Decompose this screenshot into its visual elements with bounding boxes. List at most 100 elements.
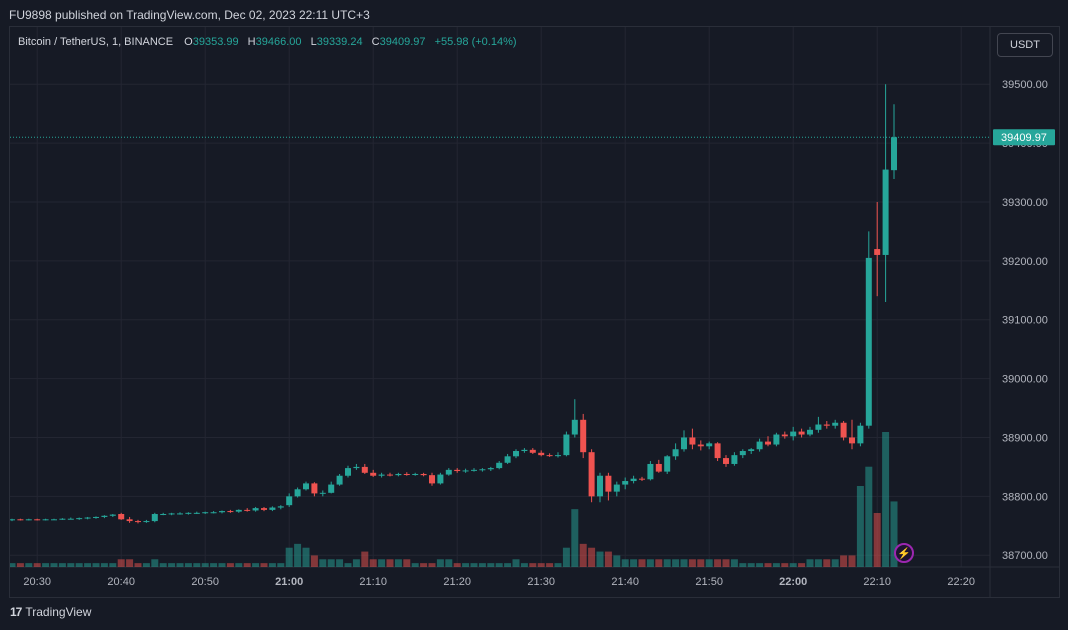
publisher-line: FU9898 published on TradingView.com, Dec… [9,8,370,22]
volume-bar [369,559,377,567]
volume-bar [411,563,419,567]
candle-body [252,508,259,511]
y-tick-label: 38700.00 [1002,550,1048,562]
volume-bar [92,563,100,567]
volume-bar [243,563,251,567]
volume-bar [58,563,66,567]
volume-bar [630,559,638,567]
volume-bar [386,559,394,567]
change-value: +55.98 (+0.14%) [434,36,517,48]
volume-bar [42,563,50,567]
y-tick-label: 39300.00 [1002,197,1048,209]
candle-body [487,468,494,470]
volume-bar [856,486,864,567]
footer-brand[interactable]: 17 TradingView [10,605,91,619]
x-tick-label: 21:00 [275,576,303,588]
price-chart[interactable]: 38700.00 38800.00 38900.00 39000.00 39100.00… [10,27,1059,597]
volume-bar [67,563,75,567]
last-price-label: 39409.97 [1001,132,1047,144]
candle-body [647,463,654,480]
volume-bar [848,555,856,567]
y-tick-label: 39000.00 [1002,374,1048,386]
candle-body [756,441,763,450]
volume-bar [25,563,33,567]
candle-body [882,169,889,255]
volume-bar [33,563,41,567]
candle-body [681,437,687,450]
volume-bar [403,559,411,567]
y-tick-label: 39200.00 [1002,256,1048,268]
candle-body [588,452,595,497]
volume-bar [730,559,738,567]
candle-body [580,419,587,453]
candle-body [76,518,83,520]
volume-bar [722,559,730,567]
candle-body [84,517,91,519]
candle-body [513,451,519,457]
currency-button[interactable]: USDT [997,33,1053,57]
candle-body [454,469,461,472]
volume-bar [361,551,369,567]
candle-body [655,463,662,472]
volume-bar [512,559,520,567]
candle-body [395,473,402,476]
volume-bar [739,563,747,567]
x-tick-label: 22:00 [779,576,807,588]
candle-body [219,511,225,513]
high-value: 39466.00 [255,36,302,48]
volume-bar [151,559,159,567]
candle-body [630,478,637,482]
volume-bar [210,563,218,567]
volume-bar [16,563,24,567]
candle-body [59,518,66,520]
candle-body [748,449,755,452]
symbol-label[interactable]: Bitcoin / TetherUS, 1, BINANCE [18,36,174,48]
volume-bar [310,555,318,567]
volume-bar [159,563,167,567]
y-tick-label: 38900.00 [1002,432,1048,444]
volume-bar [184,563,192,567]
candle-body [227,511,234,513]
volume-bar [562,547,570,567]
volume-bar [680,559,688,567]
volume-bar [168,563,176,567]
candle-body [546,455,553,457]
last-price-badge [993,129,1055,146]
volume-bar [865,466,873,567]
candle-body [672,449,679,457]
candle-body [235,509,242,512]
open-value: 39353.99 [192,36,239,48]
volume-bar [840,555,848,567]
volume-bar [352,559,360,567]
volume-bar [75,563,83,567]
candle-body [420,473,427,476]
volume-bar [705,559,713,567]
candle-body [168,513,175,515]
candle-body [664,456,671,472]
candle-body [361,466,368,473]
volume-bar [235,563,243,567]
high-label: H [247,36,256,48]
volume-bar [646,559,654,567]
candle-body [67,518,74,520]
candle-body [353,466,360,469]
volume-bar [613,555,621,567]
candle-body [319,492,326,494]
candle-body [277,506,284,508]
volume-bar [546,563,554,567]
y-tick-label: 39500.00 [1002,79,1048,91]
volume-bar [588,547,596,567]
candle-body [93,516,99,518]
lightning-icon[interactable]: ⚡ [894,543,914,563]
volume-bar [394,559,402,567]
candle-body [697,444,704,447]
brand-name: TradingView [25,605,92,619]
volume-bar [579,543,587,567]
candle-body [445,469,452,475]
volume-bar [520,563,528,567]
chart-panel[interactable]: 38700.00 38800.00 38900.00 39000.00 39100.00… [9,26,1060,598]
volume-bar [604,551,612,567]
candle-body [865,257,872,426]
candle-body [790,431,797,437]
x-tick-label: 20:30 [23,576,51,588]
